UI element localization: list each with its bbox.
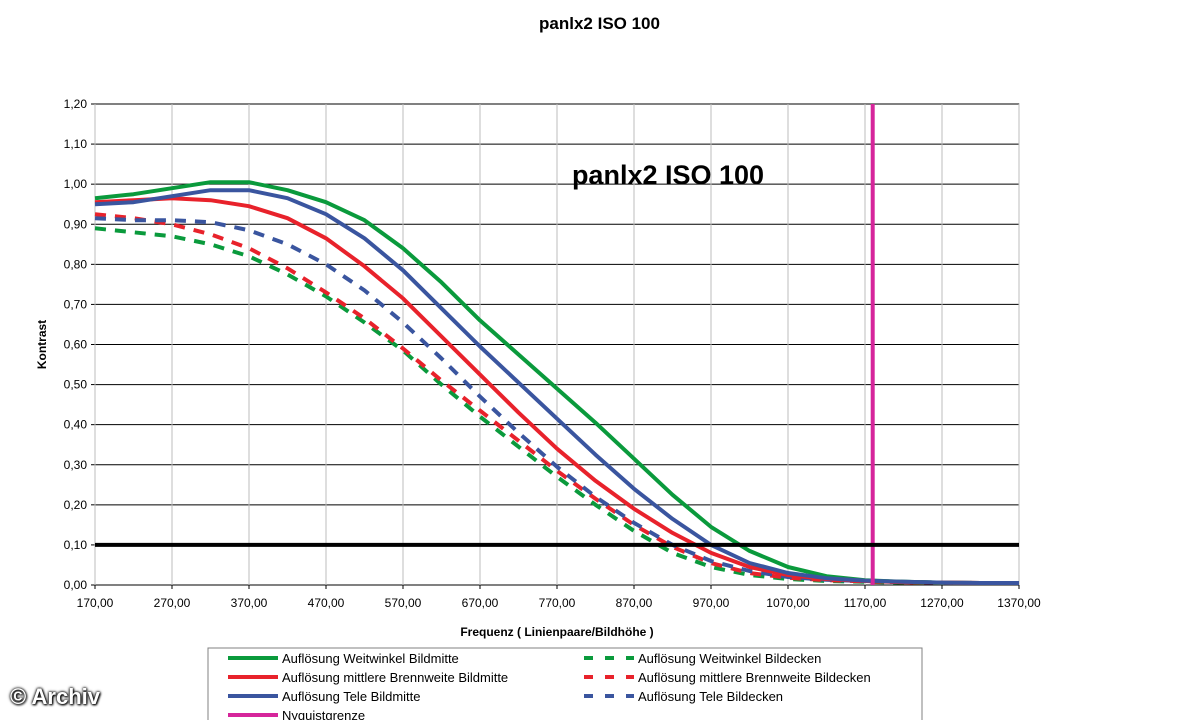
y-axis-label: Kontrast: [35, 320, 49, 369]
x-tick-label: 570,00: [385, 596, 422, 610]
x-axis-label: Frequenz ( Linienpaare/Bildhöhe ): [460, 625, 653, 639]
legend-label: Auflösung mittlere Brennweite Bildecken: [638, 670, 871, 685]
x-tick-label: 270,00: [154, 596, 191, 610]
archive-watermark: © Archiv: [10, 684, 100, 709]
y-tick-label: 0,10: [64, 538, 88, 552]
x-tick-label: 1370,00: [997, 596, 1041, 610]
x-tick-label: 170,00: [77, 596, 114, 610]
y-tick-label: 1,20: [64, 97, 88, 111]
x-tick-label: 1070,00: [766, 596, 810, 610]
y-tick-label: 0,60: [64, 338, 88, 352]
x-tick-label: 1270,00: [920, 596, 964, 610]
legend-label: Auflösung Tele Bildmitte: [282, 689, 421, 704]
x-tick-label: 870,00: [616, 596, 653, 610]
x-tick-label: 1170,00: [844, 596, 887, 610]
y-tick-label: 0,70: [64, 297, 88, 311]
x-tick-label: 770,00: [539, 596, 576, 610]
y-tick-label: 0,40: [64, 418, 88, 432]
legend-label: Auflösung Weitwinkel Bildecken: [638, 651, 821, 666]
y-tick-label: 1,00: [64, 177, 88, 191]
y-tick-label: 0,30: [64, 458, 88, 472]
x-tick-label: 470,00: [308, 596, 345, 610]
legend-label: Auflösung Tele Bildecken: [638, 689, 783, 704]
x-tick-label: 370,00: [231, 596, 268, 610]
chart-title: panlx2 ISO 100: [539, 14, 660, 33]
legend-label: Auflösung mittlere Brennweite Bildmitte: [282, 670, 508, 685]
legend-label: Nyquistgrenze: [282, 708, 365, 720]
y-tick-label: 0,00: [64, 578, 88, 592]
y-tick-label: 0,80: [64, 257, 88, 271]
y-tick-label: 1,10: [64, 137, 88, 151]
series-line: [94, 188, 1019, 585]
inner-chart-title: panlx2 ISO 100: [572, 160, 764, 190]
y-tick-label: 0,50: [64, 378, 88, 392]
legend-label: Auflösung Weitwinkel Bildmitte: [282, 651, 459, 666]
x-tick-label: 670,00: [462, 596, 499, 610]
x-tick-label: 970,00: [693, 596, 730, 610]
y-tick-label: 0,20: [64, 498, 88, 512]
legend: [207, 647, 923, 720]
y-tick-label: 0,90: [64, 217, 88, 231]
